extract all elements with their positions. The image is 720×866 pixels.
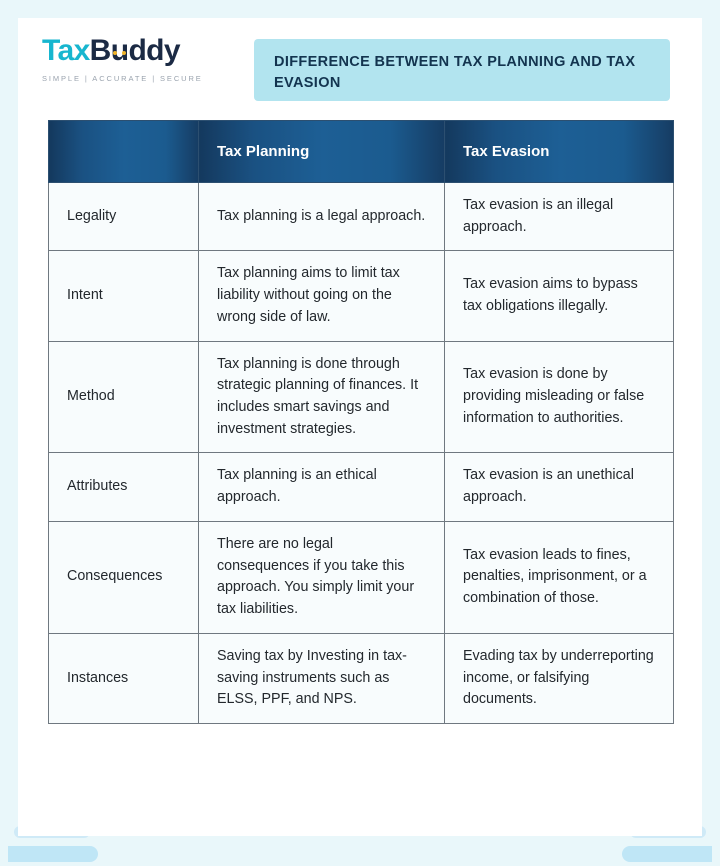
table-row: Method Tax planning is done through stra…	[48, 340, 674, 454]
brand-logo-buddy-label: Buddy	[89, 34, 181, 67]
table-row: Attributes Tax planning is an ethical ap…	[48, 452, 674, 522]
cell-evasion-attributes: Tax evasion is an unethical approach.	[444, 452, 674, 522]
brand-logo-tax-text: Tax	[42, 34, 90, 67]
brand-logo: Tax Buddy SIMPLE | ACCURATE | SECURE	[42, 36, 242, 84]
infographic-card: Tax Buddy SIMPLE | ACCURATE | SECURE DIFF…	[18, 18, 702, 836]
cell-planning-attributes: Tax planning is an ethical approach.	[198, 452, 445, 522]
cell-planning-consequences: There are no legal consequences if you t…	[198, 520, 445, 634]
table-row: Intent Tax planning aims to limit tax li…	[48, 250, 674, 342]
row-label-instances: Instances	[48, 632, 199, 724]
cell-planning-legality: Tax planning is a legal approach.	[198, 181, 445, 252]
cell-evasion-consequences: Tax evasion leads to fines, penalties, i…	[444, 520, 674, 634]
cell-planning-method: Tax planning is done through strategic p…	[198, 340, 445, 454]
table-body: Legality Tax planning is a legal approac…	[48, 181, 674, 724]
umlaut-dots-icon	[112, 31, 128, 55]
column-header-tax-planning: Tax Planning	[198, 120, 445, 183]
cell-planning-intent: Tax planning aims to limit tax liability…	[198, 250, 445, 342]
row-label-legality: Legality	[48, 181, 199, 252]
row-label-method: Method	[48, 340, 199, 454]
row-label-consequences: Consequences	[48, 520, 199, 634]
brand-logo-buddy-text: Buddy	[89, 31, 181, 67]
table-row: Instances Saving tax by Investing in tax…	[48, 632, 674, 724]
table-header-row: Tax Planning Tax Evasion	[48, 120, 674, 183]
row-label-intent: Intent	[48, 250, 199, 342]
title-banner: DIFFERENCE BETWEEN TAX PLANNING AND TAX …	[254, 39, 670, 101]
cell-evasion-method: Tax evasion is done by providing mislead…	[444, 340, 674, 454]
table-row: Legality Tax planning is a legal approac…	[48, 181, 674, 252]
table-header: Tax Planning Tax Evasion	[48, 120, 674, 183]
page-title: DIFFERENCE BETWEEN TAX PLANNING AND TAX …	[274, 54, 636, 92]
cell-planning-instances: Saving tax by Investing in tax-saving in…	[198, 632, 445, 724]
row-label-attributes: Attributes	[48, 452, 199, 522]
cell-evasion-intent: Tax evasion aims to bypass tax obligatio…	[444, 250, 674, 342]
table-row: Consequences There are no legal conseque…	[48, 520, 674, 634]
cell-evasion-instances: Evading tax by underreporting income, or…	[444, 632, 674, 724]
column-header-attribute	[48, 120, 199, 183]
cell-evasion-legality: Tax evasion is an illegal approach.	[444, 181, 674, 252]
comparison-table: Tax Planning Tax Evasion Legality Tax pl…	[48, 120, 674, 724]
brand-tagline: SIMPLE | ACCURATE | SECURE	[42, 74, 203, 83]
brand-logo-wordmark: Tax Buddy	[42, 36, 242, 66]
header-bar: Tax Buddy SIMPLE | ACCURATE | SECURE DIFF…	[18, 18, 702, 112]
comparison-table-wrapper: Tax Planning Tax Evasion Legality Tax pl…	[48, 120, 674, 724]
column-header-tax-evasion: Tax Evasion	[444, 120, 674, 183]
